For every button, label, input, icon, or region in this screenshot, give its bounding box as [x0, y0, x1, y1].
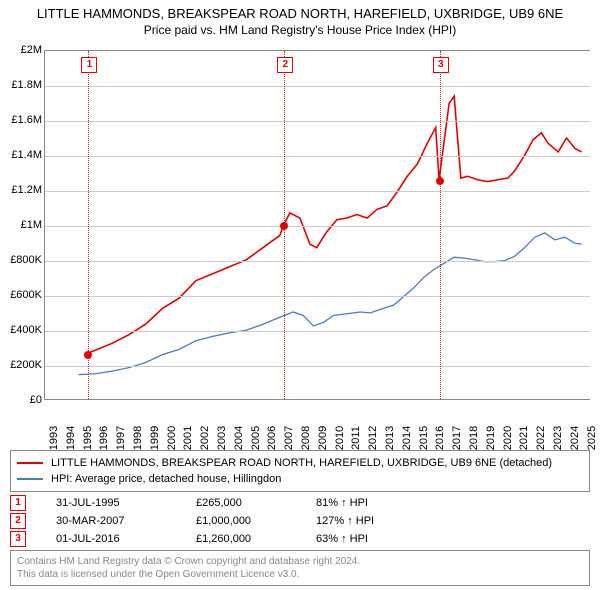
- x-tick-label: 2003: [216, 426, 228, 450]
- sale-marker-box: 3: [433, 57, 449, 73]
- legend-swatch-hpi: [17, 478, 43, 480]
- sales-row-price: £1,000,000: [196, 515, 316, 527]
- sale-marker-line: [440, 51, 441, 399]
- x-tick-label: 1997: [115, 426, 127, 450]
- y-tick-label: £1.2M: [2, 184, 42, 196]
- legend-item-subject: LITTLE HAMMONDS, BREAKSPEAR ROAD NORTH, …: [17, 455, 583, 471]
- x-tick-label: 2005: [250, 426, 262, 450]
- y-tick-label: £400K: [2, 324, 42, 336]
- x-tick-label: 2017: [451, 426, 463, 450]
- x-tick-label: 2022: [535, 426, 547, 450]
- y-tick-label: £1.4M: [2, 149, 42, 161]
- sales-row-date: 31-JUL-1995: [56, 497, 196, 509]
- x-tick-label: 2018: [468, 426, 480, 450]
- sale-marker-line: [88, 51, 89, 399]
- x-tick-label: 1998: [132, 426, 144, 450]
- gridline-h: [45, 331, 590, 332]
- y-tick-label: £1M: [2, 219, 42, 231]
- x-tick-label: 2006: [266, 426, 278, 450]
- x-tick-label: 2023: [552, 426, 564, 450]
- x-tick-label: 2008: [300, 426, 312, 450]
- y-tick-label: £600K: [2, 289, 42, 301]
- gridline-h: [45, 121, 590, 122]
- chart-lines-svg: [45, 51, 590, 399]
- legend-item-hpi: HPI: Average price, detached house, Hill…: [17, 471, 583, 487]
- gridline-h: [45, 296, 590, 297]
- y-tick-label: £2M: [2, 44, 42, 56]
- x-tick-label: 2012: [367, 426, 379, 450]
- chart-subtitle: Price paid vs. HM Land Registry's House …: [0, 23, 600, 41]
- sales-row-hpi: 127% ↑ HPI: [316, 515, 374, 527]
- sale-marker-dot: [84, 351, 92, 359]
- x-tick-label: 2007: [283, 426, 295, 450]
- y-tick-label: £0: [2, 394, 42, 406]
- x-tick-label: 2025: [586, 426, 598, 450]
- x-tick-label: 1996: [98, 426, 110, 450]
- sales-row: 2 30-MAR-2007£1,000,000127% ↑ HPI: [10, 512, 590, 530]
- x-tick-label: 2016: [434, 426, 446, 450]
- sales-table: 1 31-JUL-1995£265,00081% ↑ HPI 2 30-MAR-200…: [10, 494, 590, 548]
- sales-row: 1 31-JUL-1995£265,00081% ↑ HPI: [10, 494, 590, 512]
- x-tick-label: 2009: [317, 426, 329, 450]
- x-tick-label: 2014: [401, 426, 413, 450]
- sale-marker-box: 1: [81, 57, 97, 73]
- series-line-subject: [88, 96, 581, 353]
- sales-row-marker: 1: [10, 495, 26, 511]
- y-tick-label: £800K: [2, 254, 42, 266]
- sales-row-price: £1,260,000: [196, 533, 316, 545]
- y-tick-label: £200K: [2, 359, 42, 371]
- sales-row-hpi: 63% ↑ HPI: [316, 533, 368, 545]
- sale-marker-dot: [436, 177, 444, 185]
- sales-row-price: £265,000: [196, 497, 316, 509]
- legend-label-subject: LITTLE HAMMONDS, BREAKSPEAR ROAD NORTH, …: [51, 457, 552, 469]
- x-tick-label: 2019: [485, 426, 497, 450]
- x-tick-label: 2013: [384, 426, 396, 450]
- x-tick-label: 2021: [518, 426, 530, 450]
- x-tick-label: 2004: [233, 426, 245, 450]
- y-tick-label: £1.6M: [2, 114, 42, 126]
- sales-row-hpi: 81% ↑ HPI: [316, 497, 368, 509]
- x-tick-label: 2001: [182, 426, 194, 450]
- x-tick-label: 2002: [199, 426, 211, 450]
- gridline-h: [45, 156, 590, 157]
- legend-label-hpi: HPI: Average price, detached house, Hill…: [51, 473, 281, 485]
- sale-marker-dot: [280, 222, 288, 230]
- chart-plot-area: 1 2 3: [44, 50, 590, 400]
- series-line-hpi: [79, 233, 582, 375]
- x-tick-label: 1994: [65, 426, 77, 450]
- x-tick-label: 1995: [82, 426, 94, 450]
- legend-swatch-subject: [17, 462, 43, 464]
- gridline-h: [45, 366, 590, 367]
- y-tick-label: £1.8M: [2, 79, 42, 91]
- attribution-line1: Contains HM Land Registry data © Crown c…: [17, 555, 583, 568]
- gridline-h: [45, 261, 590, 262]
- x-tick-label: 2015: [418, 426, 430, 450]
- x-tick-label: 1999: [149, 426, 161, 450]
- sales-row-date: 30-MAR-2007: [56, 515, 196, 527]
- chart-title: LITTLE HAMMONDS, BREAKSPEAR ROAD NORTH, …: [0, 0, 600, 23]
- attribution-line2: This data is licensed under the Open Gov…: [17, 568, 583, 581]
- attribution: Contains HM Land Registry data © Crown c…: [10, 550, 590, 586]
- figure: LITTLE HAMMONDS, BREAKSPEAR ROAD NORTH, …: [0, 0, 600, 590]
- sales-row-date: 01-JUL-2016: [56, 533, 196, 545]
- gridline-h: [45, 191, 590, 192]
- x-tick-label: 2010: [334, 426, 346, 450]
- x-tick-label: 2020: [502, 426, 514, 450]
- x-tick-label: 2000: [166, 426, 178, 450]
- gridline-h: [45, 86, 590, 87]
- sales-row-marker: 3: [10, 531, 26, 547]
- x-axis-labels: 1993199419951996199719981999200020012002…: [44, 404, 590, 444]
- x-tick-label: 2011: [350, 426, 362, 450]
- x-tick-label: 1993: [48, 426, 60, 450]
- sales-row: 3 01-JUL-2016£1,260,00063% ↑ HPI: [10, 530, 590, 548]
- x-tick-label: 2024: [569, 426, 581, 450]
- sale-marker-box: 2: [277, 57, 293, 73]
- gridline-h: [45, 226, 590, 227]
- legend: LITTLE HAMMONDS, BREAKSPEAR ROAD NORTH, …: [10, 450, 590, 492]
- sales-row-marker: 2: [10, 513, 26, 529]
